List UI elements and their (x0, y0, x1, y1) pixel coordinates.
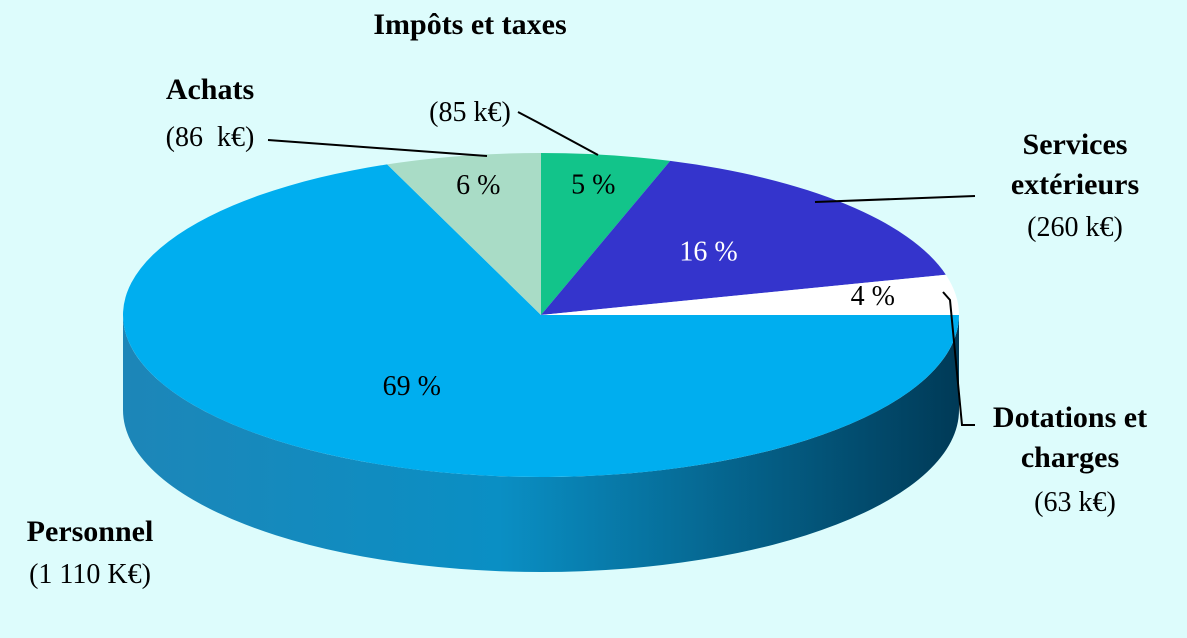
pie-slice (122, 164, 959, 477)
amount-label: (63 k€) (1034, 487, 1116, 518)
value-label: 4 % (851, 281, 895, 312)
category-label: Achats (165, 73, 255, 106)
pie-slice (541, 160, 946, 315)
value-label: 5 % (571, 169, 615, 200)
pie-slice (387, 153, 541, 315)
value-label: 16 % (679, 236, 737, 267)
pie-slice (541, 153, 671, 315)
amount-label: (86 k€) (165, 122, 255, 153)
category-label: Impôts et taxes (373, 8, 567, 41)
pie-slice (541, 274, 959, 315)
category-label: Personnel (26, 515, 154, 548)
leader-line (517, 111, 599, 156)
category-label: Dotations et charges (992, 401, 1148, 474)
leader-line (267, 139, 488, 157)
category-label: Services extérieurs (1010, 128, 1140, 201)
amount-label: (260 k€) (1027, 212, 1123, 243)
leader-line (942, 291, 975, 426)
amount-label: (1 110 K€) (29, 559, 151, 590)
pie-side (123, 315, 959, 572)
amount-label: (85 k€) (429, 97, 511, 128)
value-label: 6 % (456, 170, 500, 201)
leader-line (814, 195, 976, 203)
value-label: 69 % (383, 371, 441, 402)
